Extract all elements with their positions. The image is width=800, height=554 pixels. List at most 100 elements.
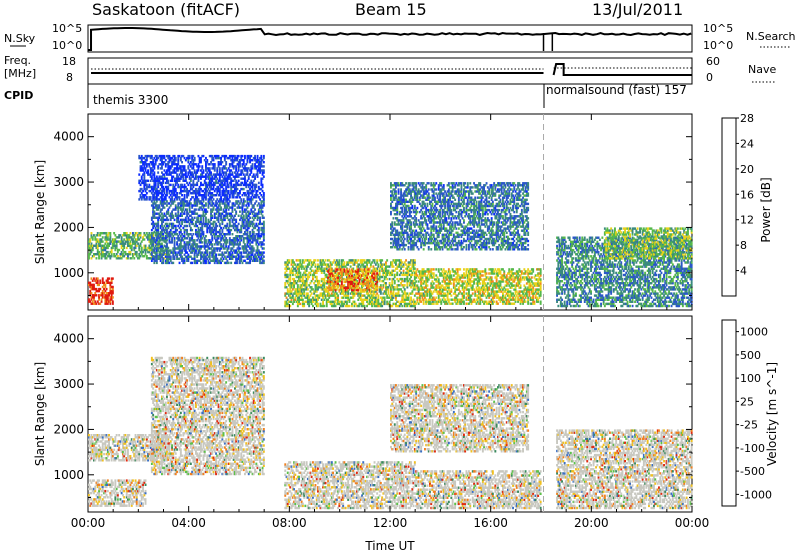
echo-cell (211, 215, 213, 217)
echo-cell (160, 258, 162, 260)
echo-cell (103, 292, 105, 294)
echo-cell (297, 274, 299, 276)
echo-cell (175, 157, 177, 159)
echo-cell (161, 196, 163, 198)
echo-cell (130, 251, 132, 253)
echo-cell (175, 204, 177, 206)
echo-cell (312, 263, 314, 265)
echo-cell (376, 261, 378, 263)
echo-cell (176, 198, 178, 200)
echo-cell (169, 169, 171, 171)
echo-cell (213, 198, 215, 200)
echo-cell (145, 245, 147, 247)
echo-cell (337, 294, 339, 296)
echo-cell (257, 258, 259, 260)
echo-cell (374, 272, 376, 274)
echo-cell (232, 211, 234, 213)
echo-cell (351, 261, 353, 263)
echo-cell (143, 171, 145, 173)
echo-cell (89, 282, 91, 284)
echo-cell (205, 198, 207, 200)
echo-cell (239, 219, 241, 221)
echo-cell (238, 180, 240, 182)
echo-cell (102, 236, 104, 238)
echo-cell (394, 288, 396, 290)
echo-cell (226, 169, 228, 171)
echo-cell (337, 285, 339, 287)
echo-cell (230, 178, 232, 180)
echo-cell (107, 247, 109, 249)
echo-cell (181, 184, 183, 186)
echo-cell (123, 238, 125, 240)
echo-cell (126, 247, 128, 249)
echo-cell (174, 241, 176, 243)
echo-cell (391, 282, 393, 284)
echo-cell (308, 305, 310, 307)
echo-cell (146, 188, 148, 190)
echo-cell (220, 215, 222, 217)
echo-cell (190, 227, 192, 229)
echo-cell (391, 305, 393, 307)
echo-cell (187, 159, 189, 161)
echo-cell (317, 299, 319, 301)
echo-cell (89, 238, 91, 240)
echo-cell (156, 262, 158, 264)
echo-cell (162, 186, 164, 188)
echo-cell (239, 211, 241, 213)
echo-cell (229, 196, 231, 198)
echo-cell (338, 303, 340, 305)
echo-cell (255, 196, 257, 198)
echo-cell (130, 253, 132, 255)
echo-cell (351, 303, 353, 305)
echo-cell (257, 219, 259, 221)
echo-cell (385, 290, 387, 292)
echo-cell (206, 211, 208, 213)
echo-cell (151, 233, 153, 235)
echo-cell (376, 285, 378, 287)
echo-cell (200, 219, 202, 221)
echo-cell (302, 265, 304, 267)
echo-cell (384, 303, 386, 305)
echo-cell (260, 180, 262, 182)
echo-cell (191, 229, 193, 231)
echo-cell (98, 298, 100, 300)
echo-cell (88, 257, 90, 259)
echo-cell (240, 198, 242, 200)
echo-cell (258, 196, 260, 198)
echo-cell (167, 211, 169, 213)
echo-cell (406, 268, 408, 270)
echo-cell (98, 257, 100, 259)
echo-cell (288, 261, 290, 263)
echo-cell (297, 305, 299, 307)
echo-cell (263, 161, 265, 163)
echo-cell (187, 258, 189, 260)
echo-cell (315, 263, 317, 265)
echo-cell (252, 159, 254, 161)
echo-cell (395, 303, 397, 305)
echo-cell (148, 163, 150, 165)
echo-cell (254, 202, 256, 204)
echo-cell (109, 236, 111, 238)
echo-cell (362, 285, 364, 287)
echo-cell (404, 290, 406, 292)
echo-cell (88, 243, 90, 245)
echo-cell (254, 155, 256, 157)
echo-cell (205, 219, 207, 221)
echo-cell (399, 305, 401, 307)
echo-cell (192, 165, 194, 167)
echo-cell (204, 180, 206, 182)
echo-cell (332, 261, 334, 263)
echo-cell (313, 261, 315, 263)
echo-cell (391, 299, 393, 301)
echo-cell (186, 208, 188, 210)
echo-cell (200, 169, 202, 171)
echo-cell (213, 206, 215, 208)
echo-cell (406, 282, 408, 284)
echo-cell (311, 286, 313, 288)
echo-cell (89, 240, 91, 242)
echo-cell (239, 262, 241, 264)
nsearch-tick-bottom: 10^0 (703, 39, 733, 52)
echo-cell (92, 238, 94, 240)
echo-cell (263, 243, 265, 245)
echo-cell (243, 256, 245, 258)
